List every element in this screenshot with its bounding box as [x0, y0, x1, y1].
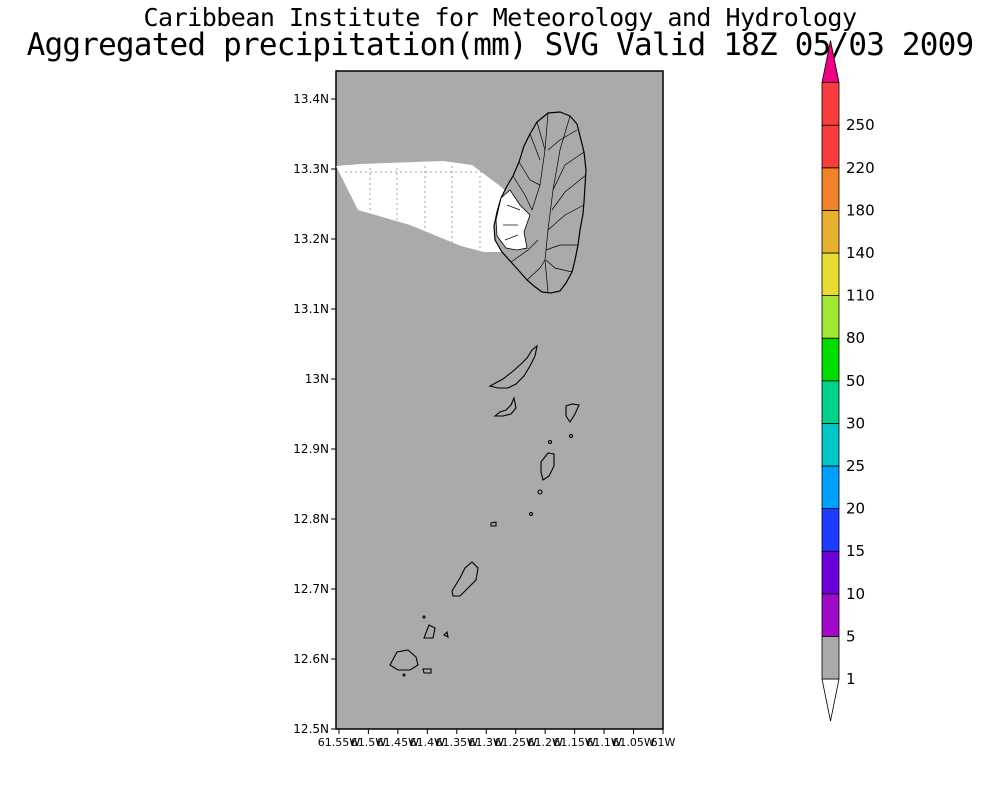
no-rain-area: [336, 161, 526, 252]
legend-swatch: [821, 593, 840, 637]
legend-swatch: [821, 82, 840, 126]
legend-label: 140: [846, 244, 875, 262]
lon-tick-label: 61.5W: [351, 736, 386, 749]
legend-top-arrow: [821, 40, 840, 83]
lat-tick-label: 12.7N: [293, 582, 329, 596]
legend-label: 30: [846, 414, 865, 432]
lon-tick-label: 61.35W: [436, 736, 478, 749]
legend-swatch: [821, 209, 840, 254]
lon-tick-label: 61W: [651, 736, 676, 749]
legend-label: 1: [846, 670, 856, 688]
legend-label: 20: [846, 500, 865, 518]
legend-swatch: [821, 167, 840, 211]
lat-tick-label: 13.4N: [293, 92, 329, 106]
axis-ticks: 13.4N 13.3N 13.2N 13.1N 13N 12.9N 12.8N 12.7N 12…: [293, 92, 675, 749]
legend-label: 80: [846, 329, 865, 347]
lat-tick-label: 13.2N: [293, 232, 329, 246]
legend-label: 180: [846, 201, 875, 219]
legend-swatch: [821, 636, 840, 680]
lon-tick-label: 61.45W: [377, 736, 419, 749]
grid-dotted-lines: [345, 166, 490, 250]
legend-bottom-arrow: [821, 678, 840, 722]
lat-tick-label: 12.6N: [293, 652, 329, 666]
legend-swatch: [821, 337, 840, 382]
legend-swatch: [821, 508, 840, 552]
legend-label: 220: [846, 159, 875, 177]
st-vincent-island: [493, 111, 587, 294]
legend-label: 25: [846, 457, 865, 475]
lon-tick-label: 61.2W: [527, 736, 562, 749]
legend-swatch: [821, 124, 840, 169]
chart-subtitle: Aggregated precipitation(mm) SVG Valid 1…: [26, 27, 975, 63]
legend-label: 50: [846, 372, 865, 390]
legend-label: 250: [846, 116, 875, 134]
legend-label: 5: [846, 627, 856, 645]
lat-tick-label: 12.5N: [293, 722, 329, 736]
legend-label: 10: [846, 585, 865, 603]
lon-tick-label: 61.4W: [410, 736, 445, 749]
legend-swatch: [821, 252, 840, 296]
legend-label: 15: [846, 542, 865, 560]
lat-tick-label: 13N: [305, 372, 329, 386]
lat-tick-label: 12.8N: [293, 512, 329, 526]
legend-label: 110: [846, 287, 875, 305]
lon-tick-label: 61.3W: [469, 736, 504, 749]
lon-tick-label: 61.25W: [495, 736, 537, 749]
lon-tick-label: 61.55W: [318, 736, 360, 749]
legend-swatch: [821, 550, 840, 595]
lon-tick-label: 61.15W: [553, 736, 595, 749]
lon-tick-label: 61.05W: [612, 736, 654, 749]
lat-tick-label: 13.1N: [293, 302, 329, 316]
legend-swatch: [821, 380, 840, 424]
legend-swatch: [821, 295, 840, 339]
lat-tick-label: 12.9N: [293, 442, 329, 456]
grenadine-islands: [389, 344, 580, 677]
legend-swatch: [821, 465, 840, 509]
chart-title: Caribbean Institute for Meteorology and …: [143, 3, 857, 32]
lon-tick-label: 61.1W: [586, 736, 621, 749]
legend-swatch: [821, 422, 840, 467]
lat-tick-label: 13.3N: [293, 162, 329, 176]
